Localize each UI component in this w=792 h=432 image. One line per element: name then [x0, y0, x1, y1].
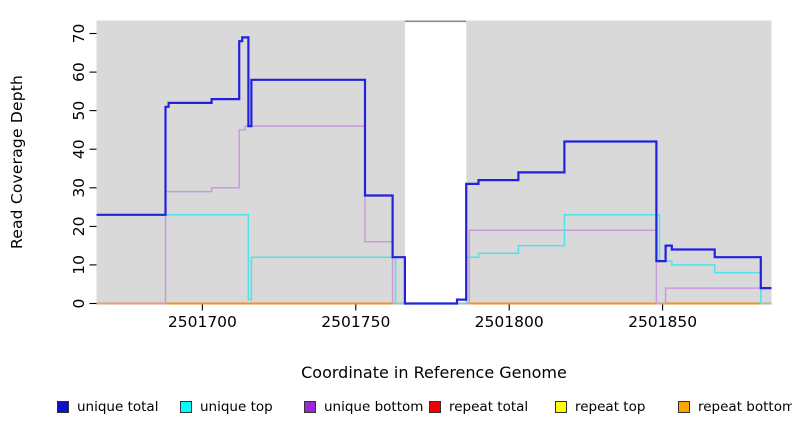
- y-tick-label: 10: [70, 255, 88, 275]
- legend-label-unique-total: unique total: [77, 399, 159, 415]
- series-unique-total: [96, 36, 772, 305]
- y-tick-label: 20: [70, 217, 88, 237]
- x-tick-label: 2501700: [168, 313, 237, 331]
- y-tick-label: 60: [70, 62, 88, 82]
- x-tick-label: 2501850: [628, 313, 697, 331]
- plot-area: 2501700 2501750 2501800 2501850 0 10 20 30 40 50 6…: [70, 20, 772, 331]
- legend-item-unique-top: unique top: [180, 399, 273, 415]
- legend-swatch-repeat-total: [429, 401, 441, 413]
- y-tick-label: 70: [70, 24, 88, 44]
- y-tick-label: 40: [70, 139, 88, 159]
- legend-label-repeat-top: repeat top: [575, 399, 646, 415]
- series-unique-top: [96, 214, 772, 305]
- x-tick-label: 2501800: [475, 313, 544, 331]
- legend-swatch-unique-total: [57, 401, 69, 413]
- x-tick-label: 2501750: [321, 313, 390, 331]
- legend-label-unique-bottom: unique bottom: [324, 399, 424, 415]
- legend-label-unique-top: unique top: [200, 399, 273, 415]
- x-axis-label: Coordinate in Reference Genome: [301, 363, 567, 382]
- masked-region: [404, 20, 467, 304]
- y-tick-label: 50: [70, 101, 88, 121]
- legend-swatch-unique-top: [180, 401, 192, 413]
- legend-item-unique-total: unique total: [57, 399, 159, 415]
- legend-swatch-repeat-top: [555, 401, 567, 413]
- y-tick-label: 0: [70, 299, 88, 309]
- legend-swatch-repeat-bottom: [678, 401, 690, 413]
- legend-item-repeat-total: repeat total: [429, 399, 529, 415]
- y-axis-label: Read Coverage Depth: [8, 74, 26, 250]
- legend-item-repeat-bottom: repeat bottom: [678, 399, 792, 415]
- legend-item-repeat-top: repeat top: [555, 399, 646, 415]
- legend-label-repeat-bottom: repeat bottom: [698, 399, 792, 415]
- legend-label-repeat-total: repeat total: [449, 399, 529, 415]
- y-tick-label: 30: [70, 178, 88, 198]
- legend-swatch-unique-bottom: [304, 401, 316, 413]
- legend-item-unique-bottom: unique bottom: [304, 399, 424, 415]
